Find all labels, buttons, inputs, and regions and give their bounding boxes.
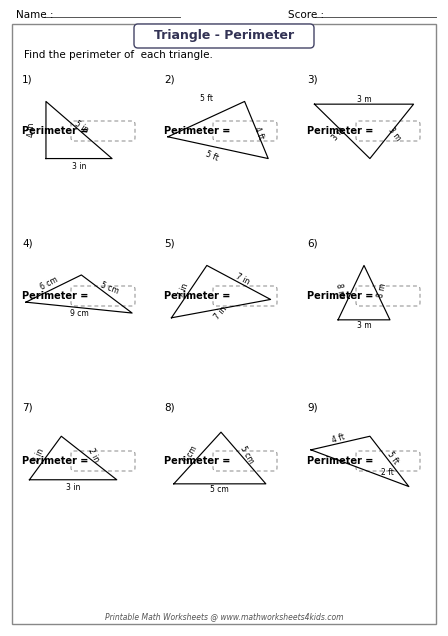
Text: 6 cm: 6 cm [39, 275, 60, 291]
Text: Find the perimeter of  each triangle.: Find the perimeter of each triangle. [24, 50, 213, 60]
Text: 5 ft: 5 ft [385, 450, 400, 466]
Text: 4 ft: 4 ft [252, 125, 265, 141]
Text: Name :: Name : [16, 10, 53, 20]
Text: 5 ft: 5 ft [200, 94, 213, 103]
Text: 3 m: 3 m [357, 321, 371, 330]
Text: Printable Math Worksheets @ www.mathworksheets4kids.com: Printable Math Worksheets @ www.mathwork… [105, 612, 343, 621]
Text: Perimeter =: Perimeter = [307, 126, 373, 136]
Text: 5 cm: 5 cm [238, 444, 255, 465]
Text: 5 ft: 5 ft [204, 149, 219, 162]
Text: Perimeter =: Perimeter = [22, 456, 88, 466]
Text: 4): 4) [22, 239, 33, 249]
Text: Perimeter =: Perimeter = [307, 291, 373, 301]
Text: 5 in: 5 in [73, 119, 90, 134]
Text: 3 in: 3 in [66, 483, 80, 492]
Text: 2 in: 2 in [32, 447, 46, 464]
FancyBboxPatch shape [71, 286, 135, 306]
Text: 7 in: 7 in [177, 282, 190, 298]
Text: 3 in: 3 in [72, 162, 86, 171]
Text: 9 cm: 9 cm [69, 308, 88, 317]
Text: Triangle - Perimeter: Triangle - Perimeter [154, 29, 294, 41]
Text: Score :: Score : [288, 10, 324, 20]
FancyBboxPatch shape [12, 24, 436, 624]
Text: Perimeter =: Perimeter = [164, 291, 230, 301]
Text: 2): 2) [164, 75, 175, 85]
FancyBboxPatch shape [213, 121, 277, 141]
Text: 9): 9) [307, 403, 318, 413]
Text: 7): 7) [22, 403, 33, 413]
FancyBboxPatch shape [356, 121, 420, 141]
Text: 3 m: 3 m [357, 95, 371, 104]
Text: Perimeter =: Perimeter = [164, 456, 230, 466]
Text: 3 m: 3 m [330, 125, 346, 142]
Text: 7 in: 7 in [234, 272, 251, 286]
Text: 8 m: 8 m [376, 282, 388, 299]
Text: 2 in: 2 in [86, 447, 100, 464]
Text: 3 m: 3 m [387, 125, 403, 142]
Text: 7 in: 7 in [213, 305, 229, 321]
FancyBboxPatch shape [71, 451, 135, 471]
FancyBboxPatch shape [134, 24, 314, 48]
FancyBboxPatch shape [213, 286, 277, 306]
Text: 3): 3) [307, 75, 318, 85]
Text: 4 ft: 4 ft [331, 432, 345, 445]
FancyBboxPatch shape [356, 286, 420, 306]
FancyBboxPatch shape [356, 451, 420, 471]
Text: 6): 6) [307, 239, 318, 249]
Text: 4 in: 4 in [27, 123, 36, 137]
Text: 5): 5) [164, 239, 175, 249]
Text: Perimeter =: Perimeter = [22, 291, 88, 301]
FancyBboxPatch shape [213, 451, 277, 471]
Text: 2 ft: 2 ft [381, 469, 394, 478]
FancyBboxPatch shape [71, 121, 135, 141]
Text: 8 m: 8 m [335, 282, 346, 299]
Text: 5 cm: 5 cm [182, 444, 199, 465]
Text: 1): 1) [22, 75, 33, 85]
Text: Perimeter =: Perimeter = [22, 126, 88, 136]
Text: 8): 8) [164, 403, 175, 413]
Text: 5 cm: 5 cm [211, 485, 229, 494]
Text: 5 cm: 5 cm [99, 281, 120, 296]
Text: Perimeter =: Perimeter = [307, 456, 373, 466]
Text: Perimeter =: Perimeter = [164, 126, 230, 136]
